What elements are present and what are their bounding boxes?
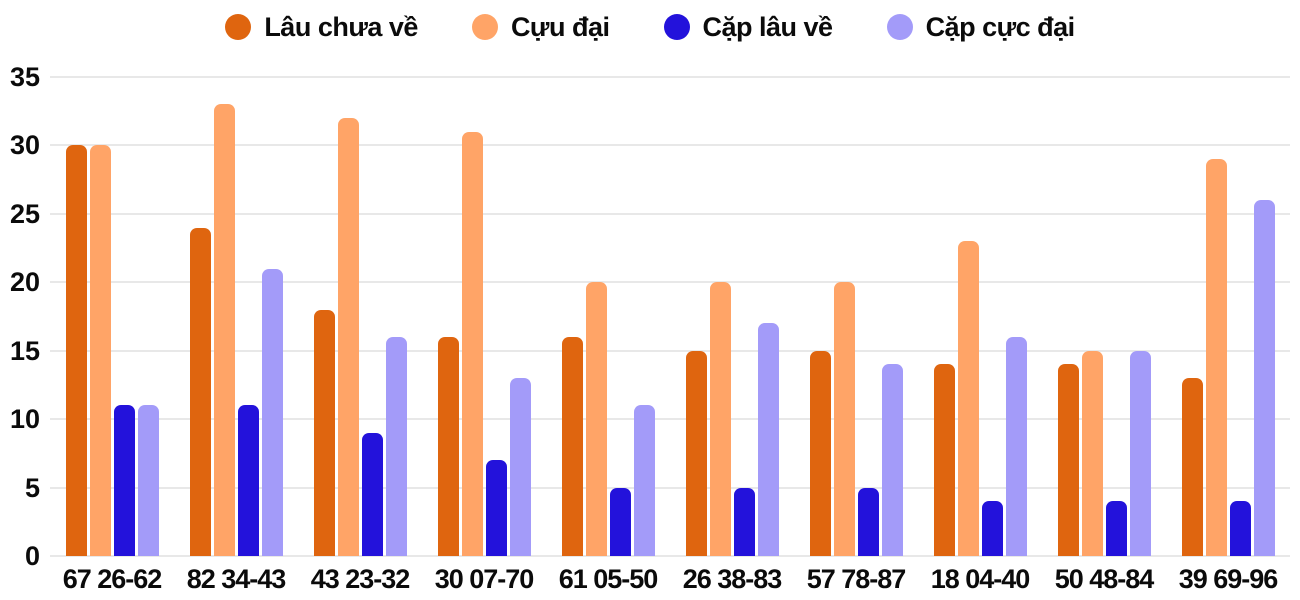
bar bbox=[857, 487, 879, 556]
bar-group: 39 69-96 bbox=[1166, 77, 1290, 594]
x-tick-label: 18 04-40 bbox=[930, 564, 1031, 594]
bar bbox=[137, 405, 159, 556]
bar bbox=[561, 337, 583, 556]
bar bbox=[89, 145, 111, 556]
bar bbox=[313, 309, 335, 556]
bar-group: 43 23-32 bbox=[298, 77, 422, 594]
bar bbox=[633, 405, 655, 556]
bar bbox=[933, 364, 955, 556]
legend-label: Cặp lâu về bbox=[702, 11, 834, 42]
x-tick-label: 43 23-32 bbox=[310, 564, 411, 594]
bar bbox=[189, 227, 211, 556]
bar bbox=[757, 323, 779, 556]
bar bbox=[261, 268, 283, 556]
y-tick-label: 30 bbox=[9, 130, 40, 161]
bar bbox=[1205, 159, 1227, 556]
bar bbox=[1105, 501, 1127, 556]
bar bbox=[361, 432, 383, 556]
bar-groups: 67 26-62 82 34-43 43 23-32 30 07-70 61 05-50… bbox=[50, 77, 1290, 594]
bar bbox=[437, 337, 459, 556]
legend-item-1[interactable]: Lâu chưa về bbox=[225, 12, 418, 43]
bar bbox=[733, 487, 755, 556]
bar bbox=[981, 501, 1003, 556]
gridline bbox=[50, 349, 1290, 352]
legend-item-3[interactable]: Cặp lâu về bbox=[663, 11, 834, 43]
x-tick-label: 26 38-83 bbox=[682, 564, 783, 594]
bar-group: 82 34-43 bbox=[174, 77, 298, 594]
x-tick-label: 67 26-62 bbox=[62, 564, 163, 594]
bar bbox=[1005, 337, 1027, 556]
bar-group: 57 78-87 bbox=[794, 77, 918, 594]
bar-group: 50 48-84 bbox=[1042, 77, 1166, 594]
bar bbox=[685, 350, 707, 556]
bar bbox=[585, 282, 607, 556]
legend-item-4[interactable]: Cặp cực đại bbox=[886, 11, 1076, 43]
bar bbox=[337, 118, 359, 556]
bar bbox=[509, 378, 531, 556]
gridline bbox=[50, 281, 1290, 284]
bar bbox=[881, 364, 903, 556]
y-tick-label: 35 bbox=[9, 62, 40, 92]
x-tick-label: 30 07-70 bbox=[434, 564, 535, 594]
y-tick-label: 20 bbox=[9, 267, 40, 298]
bar bbox=[485, 460, 507, 556]
x-tick-label: 61 05-50 bbox=[558, 564, 659, 594]
plot-area: 67 26-62 82 34-43 43 23-32 30 07-70 61 05-50… bbox=[50, 76, 1290, 594]
y-tick-label: 5 bbox=[24, 472, 40, 503]
bar bbox=[833, 282, 855, 556]
chart-legend: Lâu chưa về Cựu đại Cặp lâu về Cặp cực đại bbox=[0, 6, 1300, 48]
gridline bbox=[50, 486, 1290, 489]
bar bbox=[237, 405, 259, 556]
y-tick-label: 15 bbox=[9, 335, 40, 366]
y-tick-label: 10 bbox=[9, 404, 40, 435]
y-tick-label: 25 bbox=[9, 198, 40, 229]
legend-item-2[interactable]: Cựu đại bbox=[471, 11, 610, 43]
x-tick-label: 50 48-84 bbox=[1054, 564, 1155, 594]
legend-dot-icon bbox=[225, 14, 252, 40]
bar-group: 18 04-40 bbox=[918, 77, 1042, 594]
gridline bbox=[50, 144, 1290, 147]
legend-label: Cựu đại bbox=[510, 11, 610, 42]
bar bbox=[809, 350, 831, 556]
bar bbox=[1253, 200, 1275, 556]
bar-group: 61 05-50 bbox=[546, 77, 670, 594]
bar-group: 26 38-83 bbox=[670, 77, 794, 594]
x-tick-label: 57 78-87 bbox=[806, 564, 907, 594]
gridline bbox=[50, 418, 1290, 421]
bar bbox=[461, 131, 483, 556]
bar-group: 67 26-62 bbox=[50, 77, 174, 594]
gridline bbox=[50, 76, 1290, 78]
bar bbox=[213, 104, 235, 556]
bar bbox=[113, 405, 135, 556]
bar bbox=[1057, 364, 1079, 556]
legend-dot-icon bbox=[471, 14, 498, 40]
x-tick-label: 82 34-43 bbox=[186, 564, 287, 594]
bar bbox=[1229, 501, 1251, 556]
legend-dot-icon bbox=[663, 14, 690, 40]
legend-dot-icon bbox=[886, 14, 913, 40]
legend-label: Cặp cực đại bbox=[925, 11, 1076, 42]
y-axis: 0 5 10 15 20 25 30 35 bbox=[0, 63, 42, 570]
bar bbox=[65, 145, 87, 556]
y-tick-label: 0 bbox=[24, 541, 40, 571]
x-tick-label: 39 69-96 bbox=[1178, 564, 1279, 594]
gridline bbox=[50, 212, 1290, 215]
bar bbox=[1129, 350, 1151, 556]
bar bbox=[385, 337, 407, 556]
bar bbox=[1081, 350, 1103, 556]
bar-group: 30 07-70 bbox=[422, 77, 546, 594]
legend-label: Lâu chưa về bbox=[264, 11, 418, 42]
bar bbox=[1181, 378, 1203, 556]
bar bbox=[709, 282, 731, 556]
gridline bbox=[50, 555, 1290, 557]
bar bbox=[957, 241, 979, 556]
bar bbox=[609, 487, 631, 556]
